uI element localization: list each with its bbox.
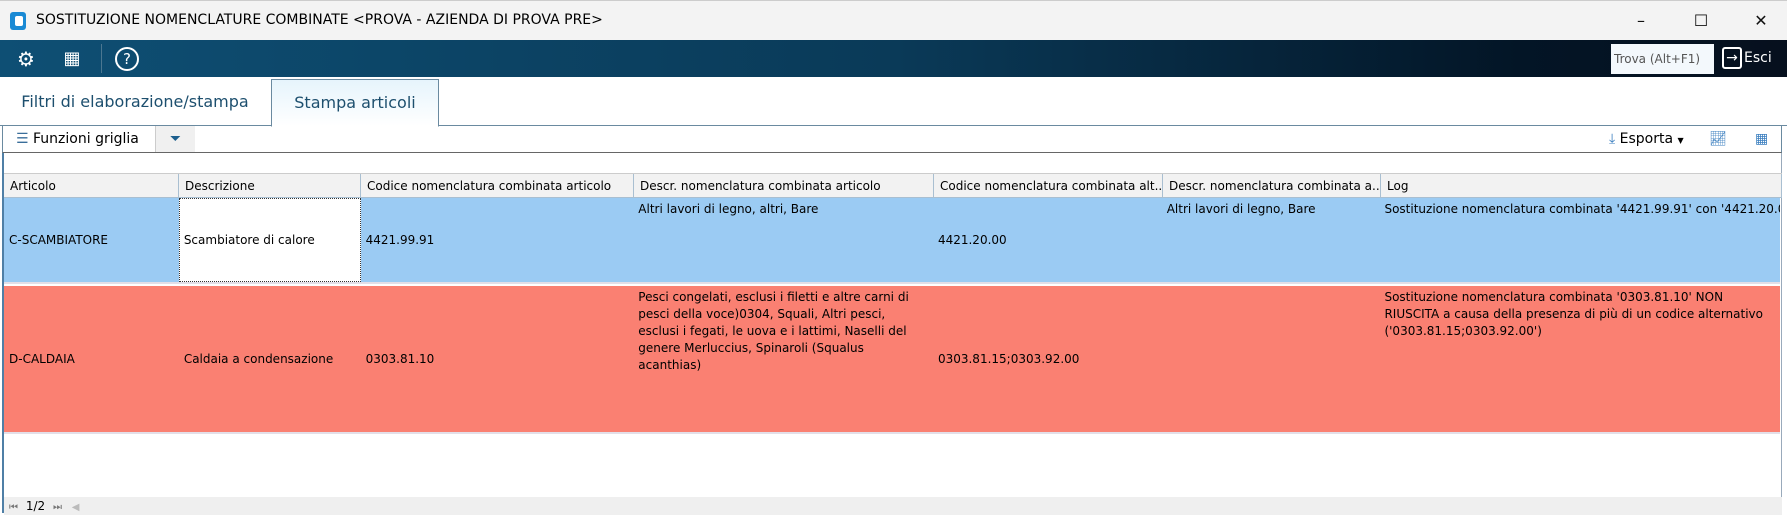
cell-log[interactable]: Sostituzione nomenclatura combinata '030… [1384, 290, 1763, 338]
toolbar-divider [101, 44, 102, 73]
cell-descr-nc[interactable]: Altri lavori di legno, altri, Bare [638, 202, 819, 216]
cell-descr-nc[interactable]: Pesci congelati, esclusi i filetti e alt… [638, 290, 909, 372]
column-header-articolo[interactable]: Articolo [4, 174, 179, 198]
pager-bar: ⏮ 1/2 ⏭ ◀ [4, 497, 1782, 515]
grid-functions-label: Funzioni griglia [33, 131, 139, 147]
cell-codice-nc[interactable]: 4421.99.91 [365, 232, 435, 247]
column-header-descr-alt[interactable]: Descr. nomenclatura combinata a... [1163, 174, 1381, 198]
cell-descr-alt[interactable] [1162, 286, 1380, 432]
cell-codice-nc[interactable]: 0303.81.10 [365, 351, 435, 366]
column-header-descrizione[interactable]: Descrizione [179, 174, 361, 198]
cell-articolo[interactable]: C-SCAMBIATORE [9, 232, 109, 247]
chart-icon[interactable]: 📈︎ [1709, 131, 1727, 147]
caret-down-icon: ▼ [1677, 136, 1684, 145]
title-bar: SOSTITUZIONE NOMENCLATURE COMBINATE <PRO… [0, 0, 1787, 40]
find-input[interactable]: Trova (Alt+F1) [1611, 44, 1714, 74]
column-header-descr-nc[interactable]: Descr. nomenclatura combinata articolo [634, 174, 934, 198]
scroll-left-icon[interactable]: ◀ [71, 502, 80, 513]
close-button[interactable]: ✕ [1754, 11, 1768, 30]
gear-icon[interactable]: ⚙ [17, 47, 35, 71]
cell-descrizione[interactable]: Scambiatore di calore [178, 198, 361, 282]
window-title: SOSTITUZIONE NOMENCLATURE COMBINATE <PRO… [36, 12, 603, 28]
tab-stampa-articoli[interactable]: Stampa articoli [271, 79, 439, 127]
grid-header: Articolo Descrizione Codice nomenclatura… [4, 173, 1782, 198]
export-label: Esporta [1619, 131, 1674, 147]
layout-grid-icon[interactable]: ▦ [1755, 131, 1769, 147]
download-icon: ⤓ [1609, 131, 1616, 147]
cell-codice-alt[interactable]: 0303.81.15;0303.92.00 [937, 351, 1080, 366]
maximize-button[interactable]: ☐ [1693, 11, 1709, 30]
table-row[interactable]: D-CALDAIA Caldaia a condensazione 0303.8… [4, 286, 1780, 434]
main-toolbar: ⚙ ▦ ? Trova (Alt+F1) → Esci [0, 40, 1787, 77]
cell-descrizione[interactable]: Caldaia a condensazione [183, 351, 334, 366]
cell-articolo[interactable]: D-CALDAIA [9, 351, 75, 366]
column-header-codice-nc[interactable]: Codice nomenclatura combinata articolo [361, 174, 634, 198]
minimize-button[interactable]: – [1637, 11, 1645, 30]
filter-icon[interactable]: ⏷ [155, 126, 195, 152]
exit-button[interactable]: → Esci [1722, 46, 1772, 70]
column-header-log[interactable]: Log [1381, 174, 1782, 198]
column-header-codice-alt[interactable]: Codice nomenclatura combinata alt... [934, 174, 1163, 198]
grid-functions-button[interactable]: ☰ Funzioni griglia [16, 129, 139, 149]
export-button[interactable]: ⤓ Esporta ▼ [1609, 129, 1684, 151]
last-page-icon[interactable]: ⏭ [52, 502, 62, 513]
tab-filtri[interactable]: Filtri di elaborazione/stampa [21, 92, 249, 111]
first-page-icon[interactable]: ⏮ [9, 502, 18, 513]
cell-descr-alt[interactable]: Altri lavori di legno, Bare [1166, 202, 1316, 216]
help-icon[interactable]: ? [115, 47, 139, 71]
tab-bar: Filtri di elaborazione/stampa Stampa art… [0, 77, 1787, 127]
monitor-grid-icon[interactable]: ▦ [63, 48, 81, 69]
page-indicator: 1/2 [25, 499, 46, 513]
exit-icon: → [1722, 47, 1742, 69]
grid-toolbar: ☰ Funzioni griglia ⏷ ⤓ Esporta ▼ 📈︎ ▦ [2, 126, 1782, 153]
exit-label: Esci [1744, 50, 1772, 66]
data-grid: Articolo Descrizione Codice nomenclatura… [2, 153, 1782, 515]
cell-log[interactable]: Sostituzione nomenclatura combinata '442… [1384, 202, 1780, 216]
list-icon: ☰ [16, 131, 29, 147]
table-row[interactable]: C-SCAMBIATORE Scambiatore di calore 4421… [4, 198, 1780, 284]
app-icon [10, 12, 26, 30]
cell-codice-alt[interactable]: 4421.20.00 [937, 232, 1007, 247]
